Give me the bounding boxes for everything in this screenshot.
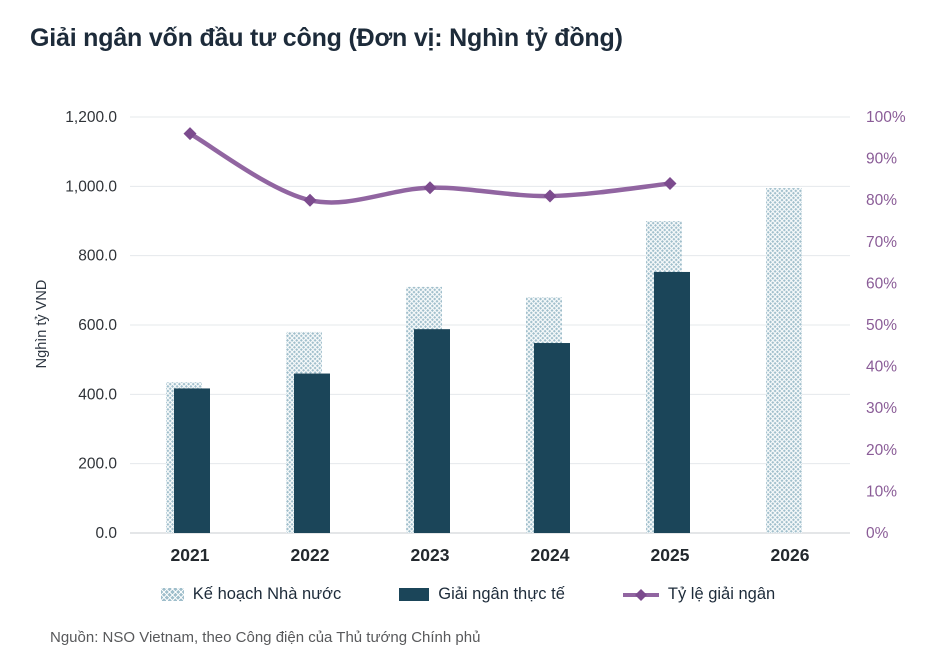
y-tick-label: 400.0 xyxy=(78,386,117,403)
pct-tick-label: 90% xyxy=(866,151,897,168)
legend-actual-label: Giải ngân thực tế xyxy=(438,585,565,603)
pct-tick-label: 50% xyxy=(866,317,897,334)
rate-marker xyxy=(543,189,557,203)
x-tick-label: 2023 xyxy=(411,545,450,565)
pct-tick-label: 40% xyxy=(866,359,897,376)
plan-bar xyxy=(766,188,802,534)
x-tick-label: 2021 xyxy=(171,545,210,565)
legend-item-plan: Kế hoạch Nhà nước xyxy=(160,585,342,604)
legend-plan-label: Kế hoạch Nhà nước xyxy=(192,585,342,603)
rate-marker xyxy=(183,127,197,141)
y-tick-label: 1,200.0 xyxy=(65,109,117,126)
x-tick-label: 2024 xyxy=(531,545,570,565)
y-tick-label: 200.0 xyxy=(78,456,117,473)
actual-swatch-icon xyxy=(399,588,430,601)
x-tick-label: 2026 xyxy=(771,545,810,565)
plan-swatch-icon xyxy=(160,588,184,601)
grid-layer xyxy=(130,116,850,534)
actual-bar xyxy=(534,343,570,533)
pct-tick-label: 70% xyxy=(866,234,897,251)
pct-tick-label: 60% xyxy=(866,275,897,292)
x-tick-label: 2022 xyxy=(291,545,330,565)
rate-marker xyxy=(423,181,437,195)
pct-tick-label: 80% xyxy=(866,192,897,209)
y-tick-label: 0.0 xyxy=(95,525,117,542)
legend-item-actual: Giải ngân thực tế xyxy=(399,585,565,604)
pct-tick-label: 100% xyxy=(866,109,906,126)
rate-line-swatch-icon xyxy=(622,588,659,601)
legend-item-rate: Tỷ lệ giải ngân xyxy=(622,585,776,604)
legend-rate-label: Tỷ lệ giải ngân xyxy=(667,585,776,603)
actual-bar xyxy=(654,271,690,533)
legend: Kế hoạch Nhà nước Giải ngân thực tế Tỷ l… xyxy=(0,585,936,604)
chart-title: Giải ngân vốn đầu tư công (Đơn vị: Nghìn… xyxy=(30,24,623,52)
pct-tick-label: 30% xyxy=(866,400,897,417)
source-note: Nguồn: NSO Vietnam, theo Công điện của T… xyxy=(50,629,481,646)
y-tick-label: 1,000.0 xyxy=(65,178,117,195)
rate-marker xyxy=(303,193,317,207)
rate-line-layer xyxy=(183,127,677,207)
pct-tick-label: 20% xyxy=(866,442,897,459)
axis-label-layer: 0.0 200.0 400.0 600.0 800.0 1,000.0 1,200.0 0% 1… xyxy=(65,109,906,565)
y-tick-label: 800.0 xyxy=(78,248,117,265)
y-axis-title: Nghìn tỷ VND xyxy=(34,279,50,369)
y-tick-label: 600.0 xyxy=(78,317,117,334)
pct-tick-label: 10% xyxy=(866,483,897,500)
x-tick-label: 2025 xyxy=(651,545,690,565)
actual-bar xyxy=(174,388,210,533)
actual-bar xyxy=(294,373,330,533)
rate-marker xyxy=(663,177,677,191)
bar-layer xyxy=(166,188,802,534)
pct-tick-label: 0% xyxy=(866,525,889,542)
actual-bar xyxy=(414,329,450,533)
